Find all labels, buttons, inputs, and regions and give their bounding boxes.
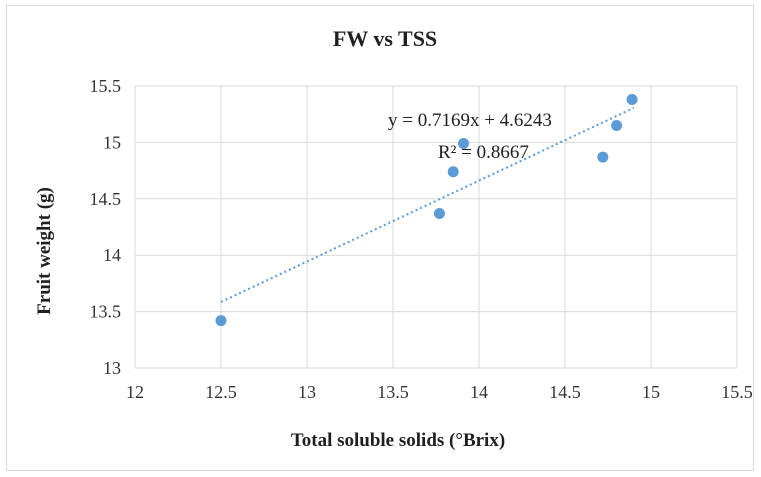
r-squared-label: R² = 0.8667 xyxy=(438,142,529,163)
y-tick-label: 15.5 xyxy=(90,76,122,96)
x-tick-label: 12 xyxy=(126,382,144,402)
y-tick-label: 13 xyxy=(103,358,121,378)
chart-title: FW vs TSS xyxy=(333,26,437,51)
y-axis-title: Fruit weight (g) xyxy=(34,187,55,315)
x-tick-label: 12.5 xyxy=(205,382,237,402)
y-tick-label: 14.5 xyxy=(90,189,122,209)
x-axis-title: Total soluble solids (°Brix) xyxy=(291,430,505,451)
data-points xyxy=(215,94,638,327)
y-tick-label: 15 xyxy=(103,132,121,152)
trendline-equation: y = 0.7169x + 4.6243 xyxy=(388,110,552,131)
data-point xyxy=(458,138,470,150)
scatter-chart: FW vs TSS 13 13.5 14 14.5 15 15.5 12 12.5 13 13.… xyxy=(34,26,753,451)
data-point xyxy=(215,315,227,327)
x-tick-label: 14 xyxy=(470,382,488,402)
data-point xyxy=(626,94,638,106)
data-point xyxy=(597,151,609,163)
data-point xyxy=(447,166,459,178)
gridlines xyxy=(134,85,738,369)
trendline xyxy=(220,106,635,303)
chart-container: FW vs TSS 13 13.5 14 14.5 15 15.5 12 12.5 13 13.… xyxy=(6,5,754,471)
x-tick-label: 13.5 xyxy=(377,382,409,402)
y-tick-label: 13.5 xyxy=(90,302,122,322)
x-tick-labels: 12 12.5 13 13.5 14 14.5 15 15.5 xyxy=(126,382,753,402)
y-tick-label: 14 xyxy=(103,245,121,265)
data-point xyxy=(433,207,445,219)
data-point xyxy=(611,119,623,131)
x-tick-label: 14.5 xyxy=(549,382,581,402)
x-tick-label: 13 xyxy=(298,382,316,402)
y-tick-labels: 13 13.5 14 14.5 15 15.5 xyxy=(90,76,122,378)
x-tick-label: 15 xyxy=(642,382,660,402)
x-tick-label: 15.5 xyxy=(721,382,753,402)
